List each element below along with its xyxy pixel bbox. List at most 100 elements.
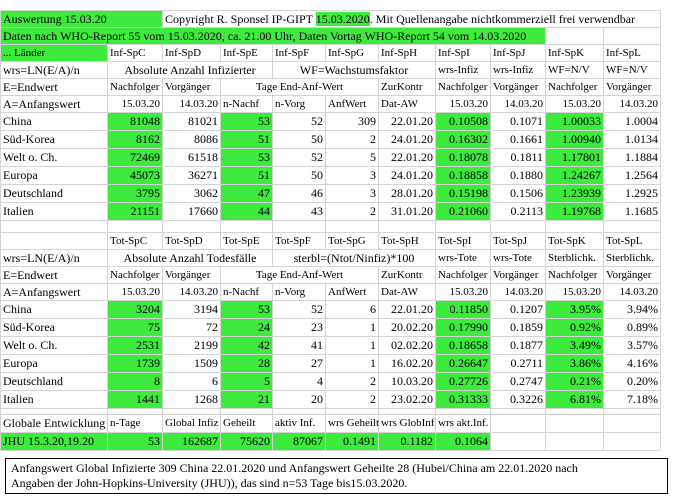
value-cell: 0.20%	[627, 374, 658, 388]
value-cell: 0.18078	[436, 149, 490, 166]
header-cell: wrs-Tote	[493, 252, 532, 264]
value-cell: 28.01.20	[391, 186, 433, 200]
value-cell: 0.11850	[436, 301, 490, 318]
header-cell: wrs-Infiz	[493, 64, 534, 76]
header-cell: wrs-Tote	[438, 252, 477, 264]
global-cell: 75620	[221, 433, 272, 450]
header-cell: 15.03.20	[562, 286, 602, 298]
value-cell: 2	[370, 374, 376, 388]
value-cell: 3.57%	[627, 338, 658, 352]
header-cell: Nachfolger	[548, 81, 598, 93]
header-cell: AnfWert	[328, 98, 367, 110]
value-cell: 02.02.20	[391, 338, 433, 352]
column-header: Tot-SpE	[223, 235, 260, 247]
header-cell: Nachfolger	[438, 269, 488, 281]
value-cell: 17660	[188, 204, 218, 218]
copyright-part: 15.03.2020	[315, 12, 370, 26]
header-cell: Vorgänger	[606, 269, 652, 281]
value-cell: 52	[311, 150, 323, 164]
value-cell: 52	[311, 302, 323, 316]
row-label: Italien	[3, 392, 34, 406]
header-cell: Tage End-Anf-Wert	[221, 267, 378, 283]
global-cell: 0.1064	[436, 433, 490, 450]
header-cell: Nachfolger	[110, 269, 160, 281]
value-cell: 3.49%	[546, 337, 603, 354]
value-cell: 50	[311, 168, 323, 182]
grid-line	[0, 10, 1, 450]
grid-line	[0, 44, 660, 45]
header-cell: Absolute Anzahl Todesfälle	[108, 250, 272, 266]
grid-line	[0, 318, 660, 319]
value-cell: 0.21060	[436, 203, 490, 220]
header-cell: wrs=LN(E/A)/n	[3, 251, 80, 265]
header-cell: 15.03.20	[121, 98, 161, 110]
row-label: Europa	[3, 356, 38, 370]
global-header: Geheilt	[221, 415, 272, 432]
global-header: wrs GlobInf	[379, 415, 435, 432]
value-cell: 1.0134	[625, 132, 658, 146]
value-cell: 51	[221, 167, 272, 184]
grid-line	[603, 10, 604, 450]
value-cell: 1.0004	[625, 114, 658, 128]
grid-line	[0, 414, 660, 415]
value-cell: 1268	[194, 392, 218, 406]
global-header: n-Tage	[108, 415, 162, 432]
row-label: Süd-Korea	[3, 320, 55, 334]
value-cell: 72469	[108, 149, 162, 166]
value-cell: 6.81%	[546, 391, 603, 408]
value-cell: 6	[370, 302, 376, 316]
grid-line	[0, 112, 660, 113]
column-header: Inf-SpL	[606, 47, 641, 59]
value-cell: 81021	[188, 114, 218, 128]
value-cell: 2199	[194, 338, 218, 352]
grid-line	[0, 130, 660, 131]
copyright-part: Copyright R. Sponsel IP-GIPT	[165, 12, 316, 26]
value-cell: 7.18%	[627, 392, 658, 406]
header-cell: Vorgänger	[493, 81, 539, 93]
value-cell: 3.94%	[627, 302, 658, 316]
row-label: Italien	[3, 204, 34, 218]
value-cell: 1	[370, 320, 376, 334]
grid-line	[0, 10, 660, 11]
value-cell: 0.31333	[436, 391, 490, 408]
value-cell: 1739	[108, 355, 162, 372]
value-cell: 24	[221, 319, 272, 336]
global-cell: 0.1182	[379, 433, 435, 450]
header-cell: ZurKontr	[381, 269, 423, 281]
header-cell: Tage End-Anf-Wert	[221, 79, 378, 95]
value-cell: 22.01.20	[391, 150, 433, 164]
header-cell: Vorgänger	[606, 81, 652, 93]
value-cell: 0.18658	[436, 337, 490, 354]
value-cell: 5	[370, 150, 376, 164]
value-cell: 0.2113	[510, 204, 543, 218]
column-header: Inf-SpK	[548, 47, 585, 59]
value-cell: 1.17801	[546, 149, 603, 166]
title: Auswertung 15.03.20	[1, 11, 162, 27]
value-cell: 0.1207	[510, 302, 543, 316]
value-cell: 0.1811	[510, 150, 543, 164]
grid-line	[325, 10, 326, 450]
header-cell: wrs=LN(E/A)/n	[3, 63, 80, 77]
value-cell: 1.1685	[625, 204, 658, 218]
row-label: China	[3, 302, 32, 316]
value-cell: 1.00033	[546, 113, 603, 130]
header-cell: Dat-AW	[381, 98, 418, 110]
value-cell: 1.00940	[546, 131, 603, 148]
value-cell: 16.02.20	[391, 356, 433, 370]
value-cell: 0.89%	[627, 320, 658, 334]
header-cell: Sterblichk.	[548, 252, 596, 264]
grid-line	[660, 10, 661, 450]
value-cell: 5	[221, 373, 272, 390]
column-header: ... Länder	[1, 45, 107, 61]
header-cell: WF=Wachstumsfaktor	[273, 62, 435, 78]
value-cell: 2	[370, 132, 376, 146]
value-cell: 22.01.20	[391, 114, 433, 128]
header-cell: n-Vorg	[275, 286, 306, 298]
value-cell: 72	[206, 320, 218, 334]
column-header: Inf-SpH	[381, 47, 418, 59]
header-cell: Nachfolger	[438, 81, 488, 93]
grid-line	[0, 166, 660, 167]
header-cell: n-Nachf	[223, 286, 260, 298]
column-header: Tot-SpC	[110, 235, 148, 247]
value-cell: 1	[370, 356, 376, 370]
